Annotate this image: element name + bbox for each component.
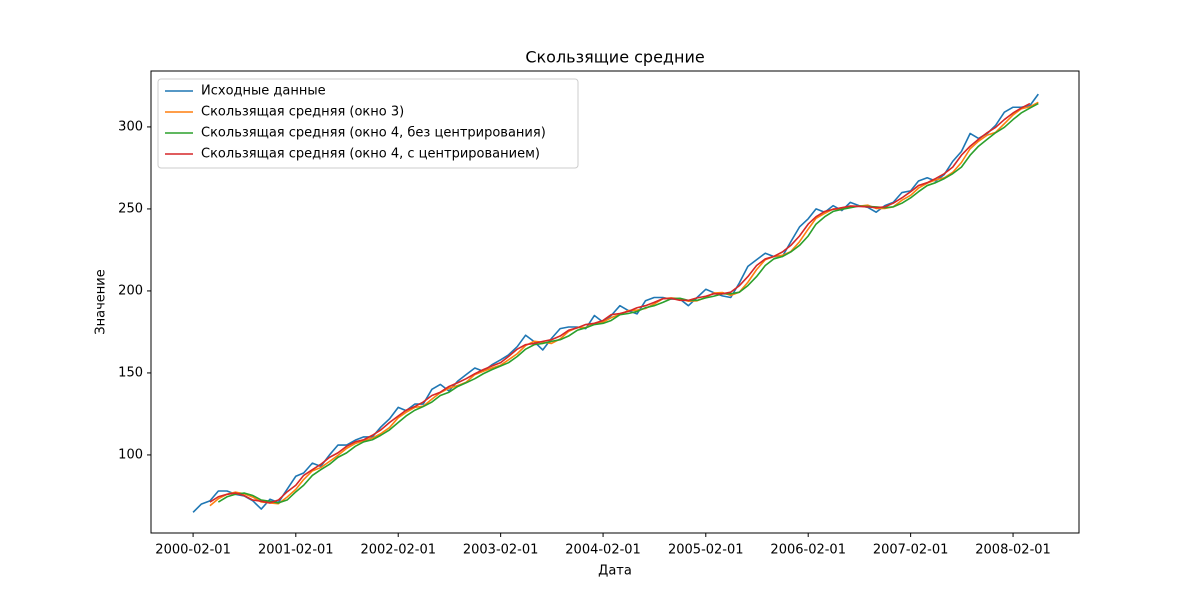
legend-label: Исходные данные bbox=[201, 84, 326, 99]
x-tick-label: 2002-02-01 bbox=[360, 543, 436, 558]
legend-box bbox=[157, 78, 579, 169]
plot-frame bbox=[150, 70, 1080, 534]
x-axis-label: Дата bbox=[598, 564, 632, 579]
y-tick-label: 250 bbox=[118, 201, 143, 216]
x-tick-label: 2004-02-01 bbox=[565, 543, 641, 558]
x-tick-label: 2006-02-01 bbox=[770, 543, 846, 558]
x-tick-label: 2001-02-01 bbox=[258, 543, 334, 558]
series-line bbox=[192, 93, 1039, 513]
legend: Исходные данные Скользящая средняя (окно … bbox=[157, 78, 579, 169]
y-tick-label: 150 bbox=[118, 365, 143, 380]
chart-title: Скользящие средние bbox=[525, 48, 704, 67]
x-tick-label: 2008-02-01 bbox=[975, 543, 1051, 558]
y-tick-label: 200 bbox=[118, 283, 143, 298]
x-tick-label: 2007-02-01 bbox=[873, 543, 949, 558]
legend-label: Скользящая средняя (окно 4, с центрирова… bbox=[201, 147, 540, 162]
y-tick-label: 100 bbox=[118, 447, 143, 462]
series-line bbox=[217, 102, 1039, 504]
legend-label: Скользящая средняя (окно 4, без центриро… bbox=[201, 126, 546, 141]
x-tick-label: 2003-02-01 bbox=[463, 543, 539, 558]
x-tick-label: 2005-02-01 bbox=[668, 543, 744, 558]
legend-label: Скользящая средняя (окно 3) bbox=[201, 105, 404, 120]
series-line bbox=[209, 102, 1031, 504]
x-tick-label: 2000-02-01 bbox=[155, 543, 231, 558]
y-axis-label: Значение bbox=[94, 269, 109, 334]
y-tick-label: 300 bbox=[118, 119, 143, 134]
